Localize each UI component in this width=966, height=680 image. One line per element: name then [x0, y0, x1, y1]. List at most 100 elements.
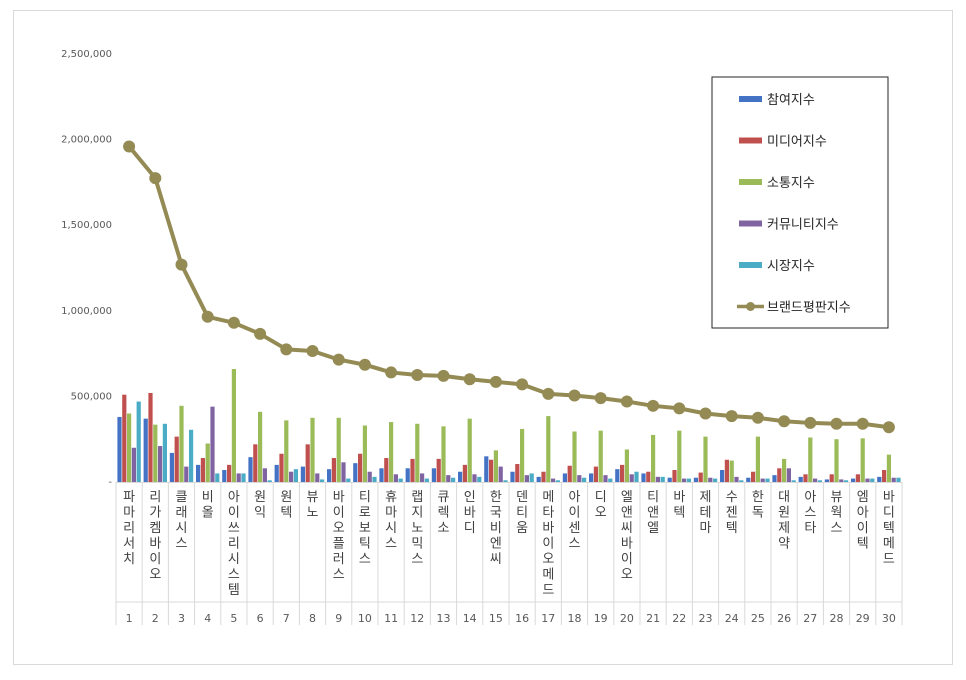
- bar: [389, 422, 394, 482]
- bar: [520, 428, 525, 482]
- rank-label: 18: [568, 612, 582, 625]
- line-marker: [306, 345, 319, 358]
- bar: [551, 478, 556, 482]
- line-marker: [358, 358, 371, 371]
- bar: [436, 458, 441, 482]
- legend-swatch: [739, 96, 762, 102]
- line-marker: [280, 343, 293, 356]
- bar: [529, 473, 534, 482]
- rank-label: 30: [882, 612, 896, 625]
- bar: [415, 423, 420, 482]
- line-marker: [882, 421, 895, 434]
- rank-label: 12: [410, 612, 424, 625]
- bar: [724, 459, 729, 482]
- rank-label: 17: [541, 612, 555, 625]
- bar: [315, 473, 320, 482]
- bar: [798, 476, 803, 482]
- bar: [698, 472, 703, 482]
- rank-label: 20: [620, 612, 634, 625]
- bar: [824, 479, 829, 482]
- bar: [458, 471, 463, 482]
- bar: [503, 480, 508, 482]
- bar: [803, 474, 808, 482]
- legend-swatch: [739, 262, 762, 268]
- bar: [384, 458, 389, 482]
- bar: [379, 468, 384, 482]
- line-marker: [489, 375, 502, 388]
- bar: [274, 464, 279, 482]
- bar: [620, 464, 625, 482]
- rank-label: 29: [856, 612, 870, 625]
- y-tick-label: 1,000,000: [61, 306, 112, 317]
- bar: [546, 416, 551, 482]
- bar: [598, 430, 603, 482]
- bar: [870, 478, 875, 482]
- bar: [153, 424, 158, 482]
- bar: [136, 401, 141, 482]
- bar: [772, 475, 777, 482]
- rank-label: 2: [152, 612, 159, 625]
- line-marker: [568, 389, 581, 402]
- line-marker: [856, 417, 869, 430]
- rank-label: 9: [335, 612, 342, 625]
- bar: [231, 369, 236, 482]
- bar: [629, 474, 634, 482]
- rank-label: 24: [725, 612, 739, 625]
- bar: [222, 470, 227, 482]
- bar: [896, 477, 901, 482]
- bar: [765, 478, 770, 482]
- rank-label: 15: [489, 612, 503, 625]
- bar: [174, 436, 179, 482]
- bar: [358, 453, 363, 482]
- bar: [660, 476, 665, 482]
- bar: [751, 471, 756, 482]
- bar: [589, 473, 594, 482]
- rank-label: 10: [358, 612, 372, 625]
- bar: [817, 480, 822, 482]
- bar: [484, 456, 489, 482]
- bar: [227, 464, 232, 482]
- chart-frame: - 500,000 1,000,000 1,500,000 2,000,000 2,500…: [13, 10, 953, 665]
- legend-label: 소통지수: [767, 176, 815, 191]
- bar: [624, 449, 629, 482]
- line-marker: [254, 327, 267, 340]
- bar: [808, 437, 813, 482]
- bar: [410, 458, 415, 482]
- bar: [279, 453, 284, 482]
- rank-label: 21: [646, 612, 660, 625]
- bar: [372, 476, 377, 482]
- bar: [593, 466, 598, 482]
- bar: [734, 476, 739, 482]
- line-marker: [516, 378, 529, 391]
- bar: [472, 474, 477, 482]
- bar: [682, 478, 687, 482]
- bar: [431, 468, 436, 482]
- bar: [498, 466, 503, 482]
- bar: [746, 477, 751, 482]
- line-marker: [751, 411, 764, 424]
- bar: [346, 478, 351, 482]
- bar: [729, 460, 734, 482]
- bar: [248, 457, 253, 482]
- y-tick-label: 1,500,000: [61, 220, 112, 231]
- bar: [577, 475, 582, 482]
- bar: [241, 473, 246, 482]
- bar: [886, 454, 891, 482]
- legend-swatch: [739, 220, 762, 227]
- bar: [293, 469, 298, 482]
- bar: [891, 477, 896, 482]
